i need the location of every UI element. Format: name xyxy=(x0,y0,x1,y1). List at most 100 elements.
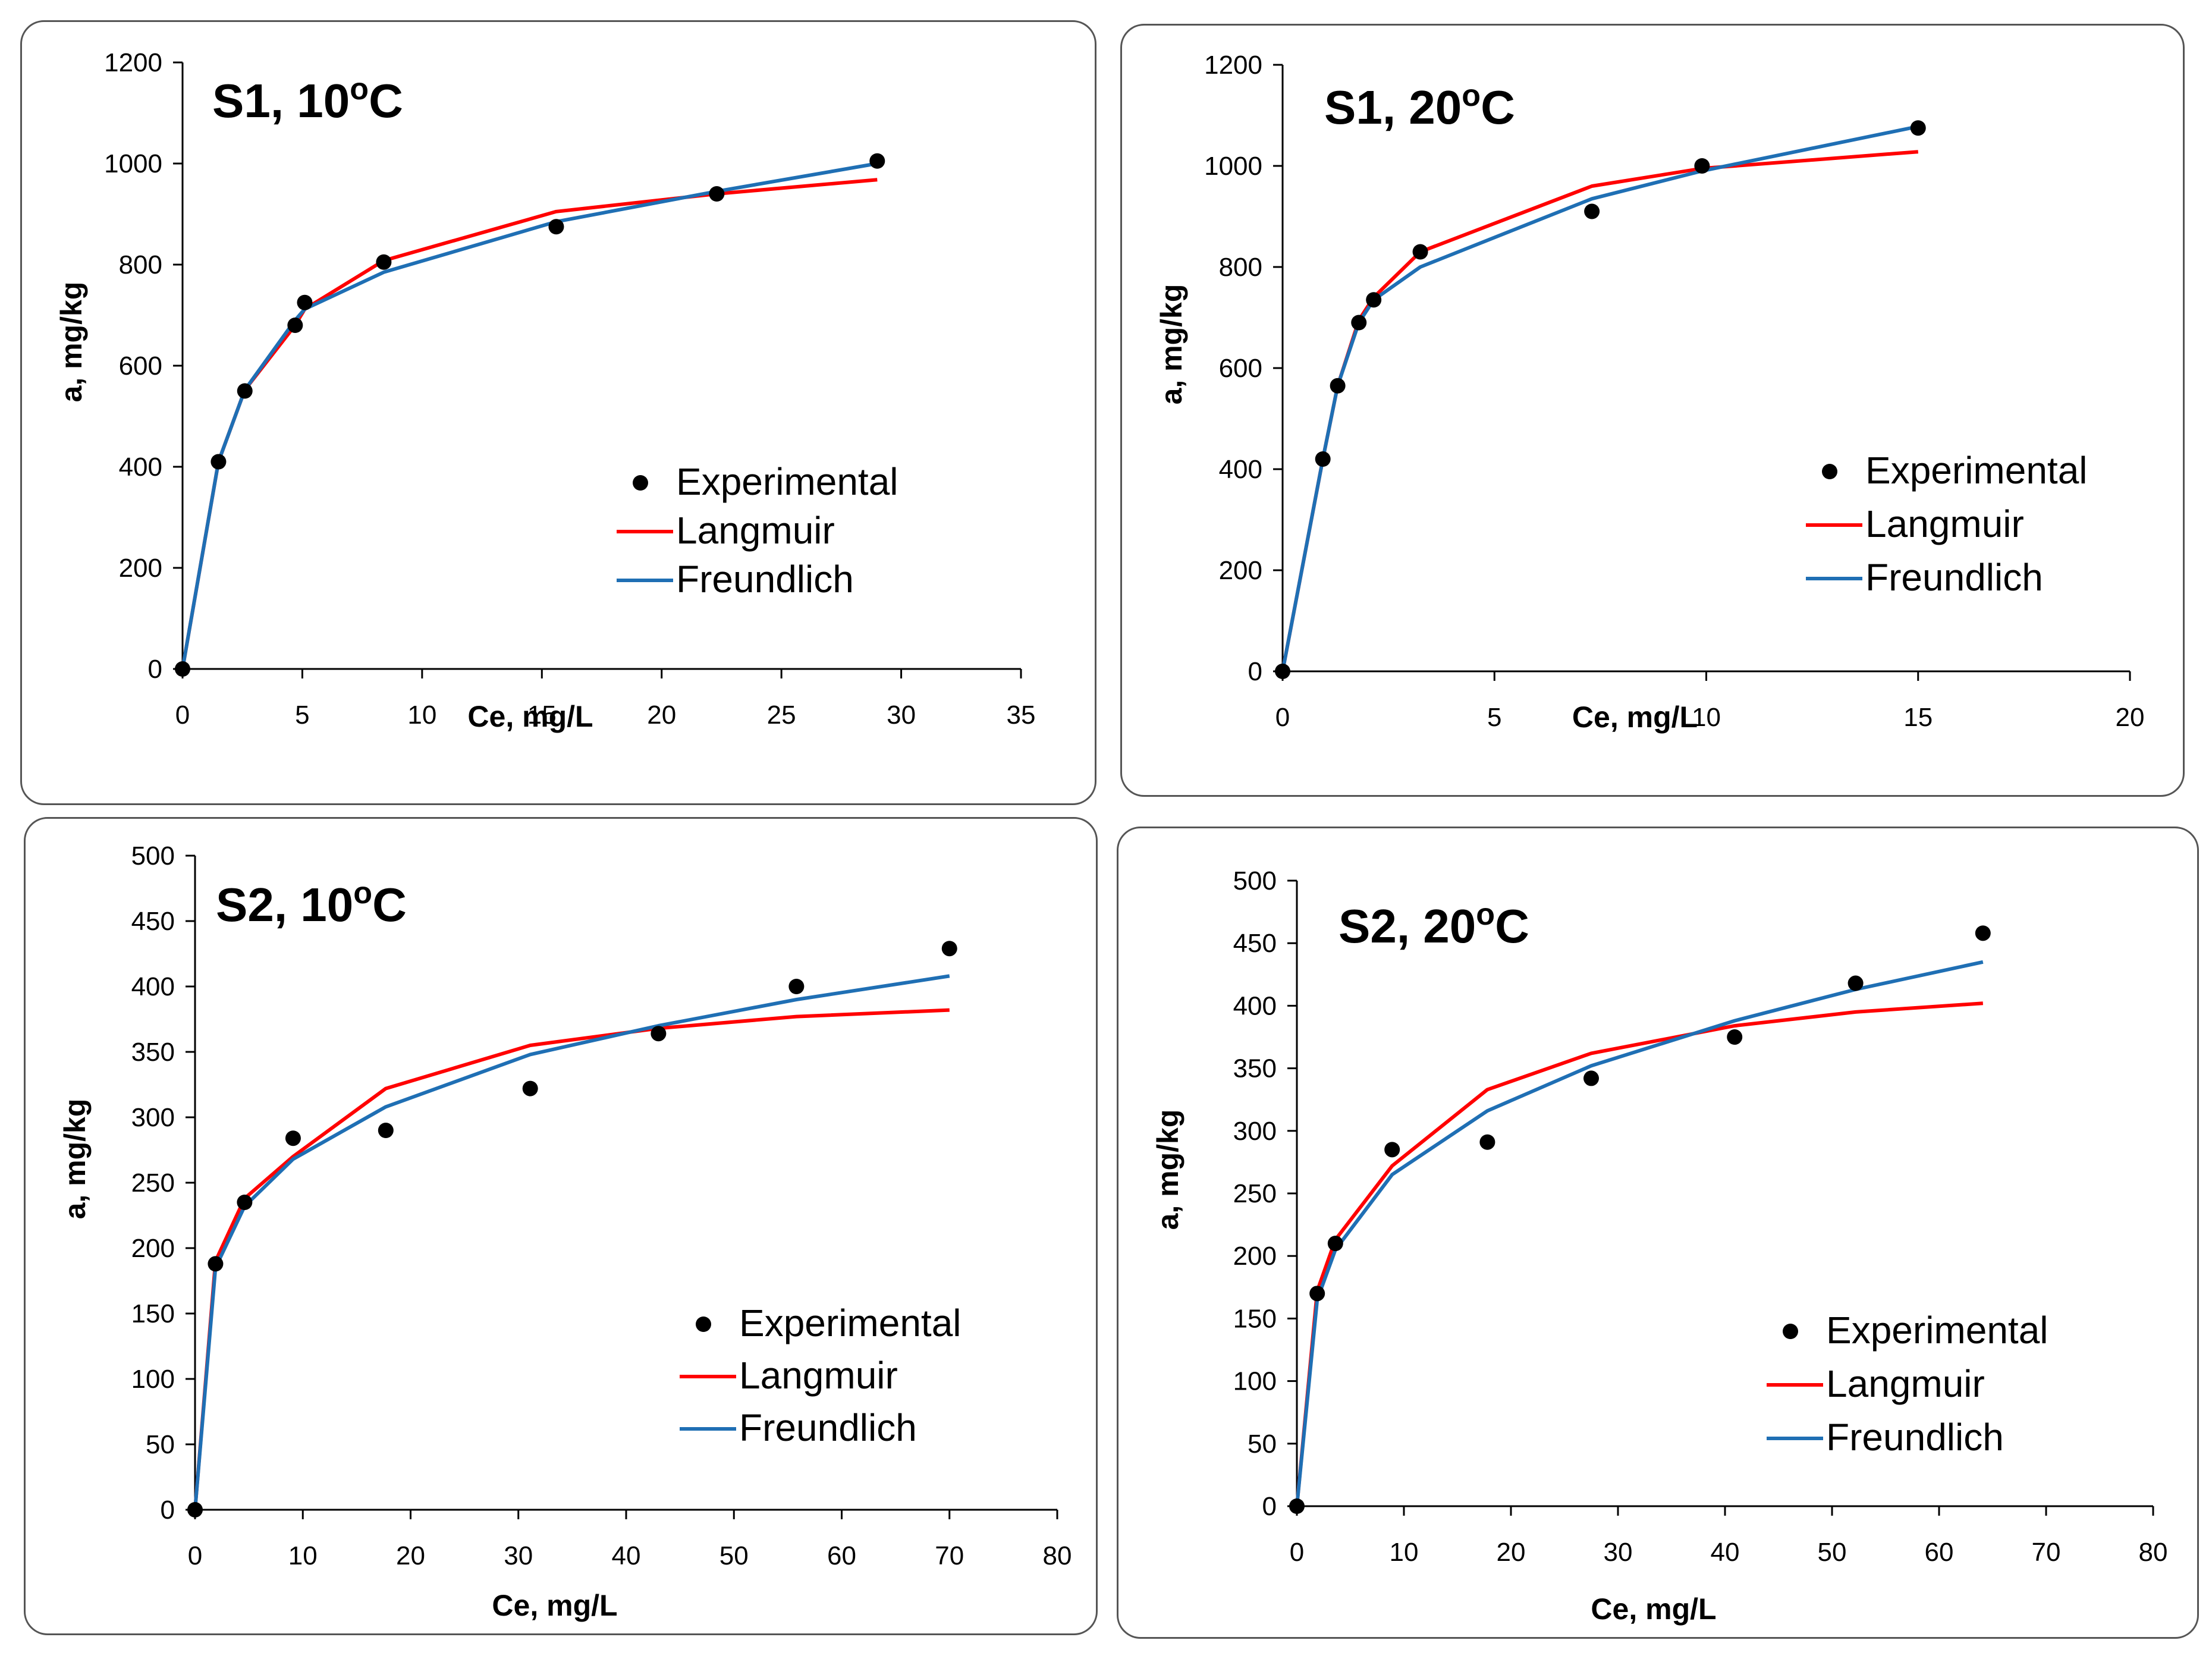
y-tick-label: 0 xyxy=(161,1495,175,1525)
y-tick-label: 200 xyxy=(119,554,162,583)
y-tick-label: 350 xyxy=(131,1038,175,1067)
langmuir-line xyxy=(193,1008,950,1510)
chart-svg-s1-20c: 0 200 400 600 800 1000 1200 0 5 10 15 20 Ce, mg/L a, … xyxy=(1155,51,2145,734)
langmuir-line xyxy=(1281,150,1919,672)
y-tick-label: 400 xyxy=(131,972,175,1001)
x-tick-label: 60 xyxy=(1925,1538,1954,1567)
y-tick-label: 350 xyxy=(1233,1054,1277,1083)
x-tick-label: 0 xyxy=(175,700,190,730)
panel-title-degree: o xyxy=(353,876,372,910)
legend-experimental-label: Experimental xyxy=(739,1302,962,1344)
experimental-point xyxy=(1289,1498,1305,1514)
experimental-point xyxy=(869,153,885,169)
x-tick-label: 40 xyxy=(1711,1538,1740,1567)
y-tick-label: 500 xyxy=(131,841,175,871)
x-tick-label: 25 xyxy=(767,700,796,730)
y-tick-label: 50 xyxy=(146,1430,175,1459)
legend-langmuir-label: Langmuir xyxy=(1865,502,2024,545)
y-axis-title: a, mg/kg xyxy=(1151,1110,1184,1230)
panel-title-main: S1, 10 xyxy=(212,74,350,127)
panel-title-degree: o xyxy=(1476,897,1495,932)
experimental-point xyxy=(1351,315,1367,331)
panel-title: S1, 10oC xyxy=(212,72,403,127)
x-tick-label: 20 xyxy=(396,1541,425,1570)
y-tick-label: 200 xyxy=(1233,1242,1277,1271)
legend-experimental-marker xyxy=(1822,464,1837,479)
x-tick-label: 30 xyxy=(887,700,916,730)
chart-panel-s1-10c: 0 200 400 600 800 1000 1200 0 5 10 15 20 25 30 35 Ce, m… xyxy=(20,20,1096,805)
legend-experimental-marker xyxy=(696,1316,711,1332)
y-tick-label: 300 xyxy=(1233,1117,1277,1146)
experimental-point xyxy=(1847,975,1864,991)
x-tick-label: 5 xyxy=(1487,703,1501,732)
legend-freundlich-label: Freundlich xyxy=(739,1406,917,1449)
y-tick-label: 400 xyxy=(1219,455,1262,484)
experimental-point xyxy=(237,1195,253,1210)
y-tick-label: 0 xyxy=(148,655,162,684)
x-tick-label: 15 xyxy=(1903,703,1933,732)
y-tick-label: 0 xyxy=(1248,657,1262,686)
experimental-point xyxy=(285,1130,301,1146)
y-tick-label: 500 xyxy=(1233,866,1277,896)
panel-title-unit: C xyxy=(1495,900,1529,953)
x-tick-label: 80 xyxy=(2139,1538,2168,1567)
x-tick-label: 0 xyxy=(1275,703,1290,732)
experimental-point xyxy=(1584,203,1600,219)
x-axis-title: Ce, mg/L xyxy=(467,700,593,733)
experimental-point xyxy=(1330,378,1346,394)
legend-experimental-marker xyxy=(1783,1324,1798,1339)
experimental-point xyxy=(1315,451,1331,467)
experimental-point xyxy=(1327,1236,1343,1252)
experimental-point xyxy=(709,186,725,202)
y-tick-label: 150 xyxy=(131,1299,175,1328)
y-tick-label: 400 xyxy=(1233,991,1277,1020)
experimental-point xyxy=(1479,1134,1495,1150)
x-tick-label: 20 xyxy=(647,700,676,730)
y-tick-label: 1200 xyxy=(1204,51,1262,80)
legend-experimental-label: Experimental xyxy=(676,460,898,503)
panel-title-degree: o xyxy=(1462,78,1481,113)
experimental-point xyxy=(378,1123,394,1138)
x-tick-label: 30 xyxy=(1604,1538,1633,1567)
y-tick-label: 600 xyxy=(1219,354,1262,383)
y-tick-label: 800 xyxy=(1219,253,1262,282)
y-tick-label: 250 xyxy=(131,1168,175,1198)
x-tick-label: 70 xyxy=(935,1541,964,1570)
chart-svg-s1-10c: 0 200 400 600 800 1000 1200 0 5 10 15 20 25 30 35 Ce, m… xyxy=(55,48,1036,733)
experimental-point xyxy=(287,318,303,333)
x-tick-label: 80 xyxy=(1043,1541,1072,1570)
y-tick-label: 300 xyxy=(131,1103,175,1132)
legend-langmuir-label: Langmuir xyxy=(1826,1362,1985,1405)
x-tick-label: 30 xyxy=(504,1541,533,1570)
y-tick-label: 200 xyxy=(1219,556,1262,585)
y-tick-label: 1000 xyxy=(104,149,162,178)
chart-svg-s2-10c: 0 50 100 150 200 250 300 350 400 450 500 0 10 20 30 40 5… xyxy=(58,841,1072,1622)
x-tick-label: 10 xyxy=(407,700,436,730)
experimental-point xyxy=(788,979,805,994)
experimental-point xyxy=(210,454,227,470)
x-tick-label: 10 xyxy=(1692,703,1721,732)
experimental-point xyxy=(1309,1286,1325,1302)
experimental-point xyxy=(1694,158,1710,174)
panel-title: S2, 20oC xyxy=(1338,897,1529,953)
legend-experimental-label: Experimental xyxy=(1865,449,2088,492)
x-tick-label: 35 xyxy=(1007,700,1036,730)
y-tick-label: 0 xyxy=(1262,1492,1277,1521)
y-tick-label: 450 xyxy=(1233,929,1277,958)
x-tick-label: 0 xyxy=(188,1541,202,1570)
x-tick-label: 0 xyxy=(1290,1538,1304,1567)
y-tick-label: 450 xyxy=(131,907,175,936)
panel-title-degree: o xyxy=(350,72,369,106)
experimental-point xyxy=(1910,120,1926,136)
x-tick-label: 10 xyxy=(288,1541,318,1570)
freundlich-line xyxy=(1281,124,1919,672)
y-tick-label: 800 xyxy=(119,250,162,279)
x-tick-label: 20 xyxy=(2116,703,2145,732)
freundlich-line xyxy=(193,974,950,1510)
y-tick-label: 600 xyxy=(119,351,162,381)
panel-title-main: S2, 20 xyxy=(1338,900,1476,953)
experimental-point xyxy=(175,661,190,677)
panel-title-unit: C xyxy=(372,878,407,931)
experimental-point xyxy=(651,1026,667,1042)
legend-freundlich-label: Freundlich xyxy=(1826,1416,2004,1459)
